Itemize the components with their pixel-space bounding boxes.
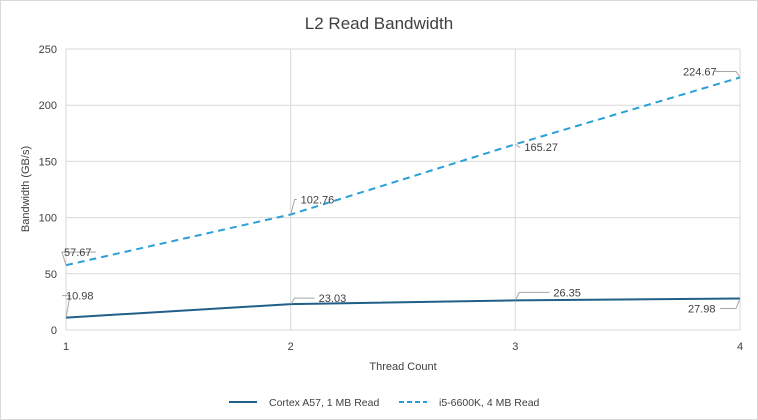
gridlines bbox=[65, 48, 741, 331]
data-label: 165.27 bbox=[524, 142, 558, 154]
y-tick-label: 0 bbox=[51, 325, 57, 337]
data-label: 23.03 bbox=[319, 293, 347, 305]
x-axis-title: Thread Count bbox=[369, 361, 436, 373]
x-tick-label: 4 bbox=[737, 341, 743, 353]
leader-line bbox=[61, 251, 96, 266]
series-lines bbox=[65, 76, 741, 319]
data-label: 10.98 bbox=[66, 291, 94, 303]
data-label: 224.67 bbox=[683, 66, 717, 78]
leader-line bbox=[290, 297, 315, 305]
data-label: 26.35 bbox=[553, 287, 581, 299]
y-tick-label: 200 bbox=[39, 100, 57, 112]
leader-line bbox=[720, 298, 741, 310]
data-label: 27.98 bbox=[688, 304, 716, 316]
y-axis-ticks: 0 50 100 150 200 250 bbox=[39, 44, 57, 337]
y-axis-title: Bandwidth (GB/s) bbox=[20, 146, 32, 232]
y-tick-label: 250 bbox=[39, 44, 57, 56]
x-tick-label: 2 bbox=[288, 341, 294, 353]
leader-line bbox=[715, 70, 741, 78]
data-label: 102.76 bbox=[301, 194, 335, 206]
leader-line bbox=[514, 291, 550, 301]
series-line-2 bbox=[65, 76, 741, 267]
y-tick-label: 50 bbox=[45, 269, 57, 281]
legend-label-1: Cortex A57, 1 MB Read bbox=[269, 397, 379, 409]
y-tick-label: 150 bbox=[39, 156, 57, 168]
data-label: 57.67 bbox=[64, 247, 92, 259]
legend: Cortex A57, 1 MB Read i5-6600K, 4 MB Read bbox=[229, 397, 540, 409]
x-axis-ticks: 1 2 3 4 bbox=[63, 341, 743, 353]
y-tick-label: 100 bbox=[39, 213, 57, 225]
legend-label-2: i5-6600K, 4 MB Read bbox=[439, 397, 540, 409]
leader-line bbox=[62, 295, 71, 318]
chart-title: L2 Read Bandwidth bbox=[305, 14, 453, 33]
leader-line bbox=[290, 198, 297, 215]
x-tick-label: 3 bbox=[512, 341, 518, 353]
series-line-1 bbox=[65, 297, 741, 319]
x-tick-label: 1 bbox=[63, 341, 69, 353]
leader-line bbox=[515, 143, 521, 148]
data-labels: 10.98 23.03 26.35 27.98 57.67 102.76 165.27 224… bbox=[61, 66, 741, 318]
